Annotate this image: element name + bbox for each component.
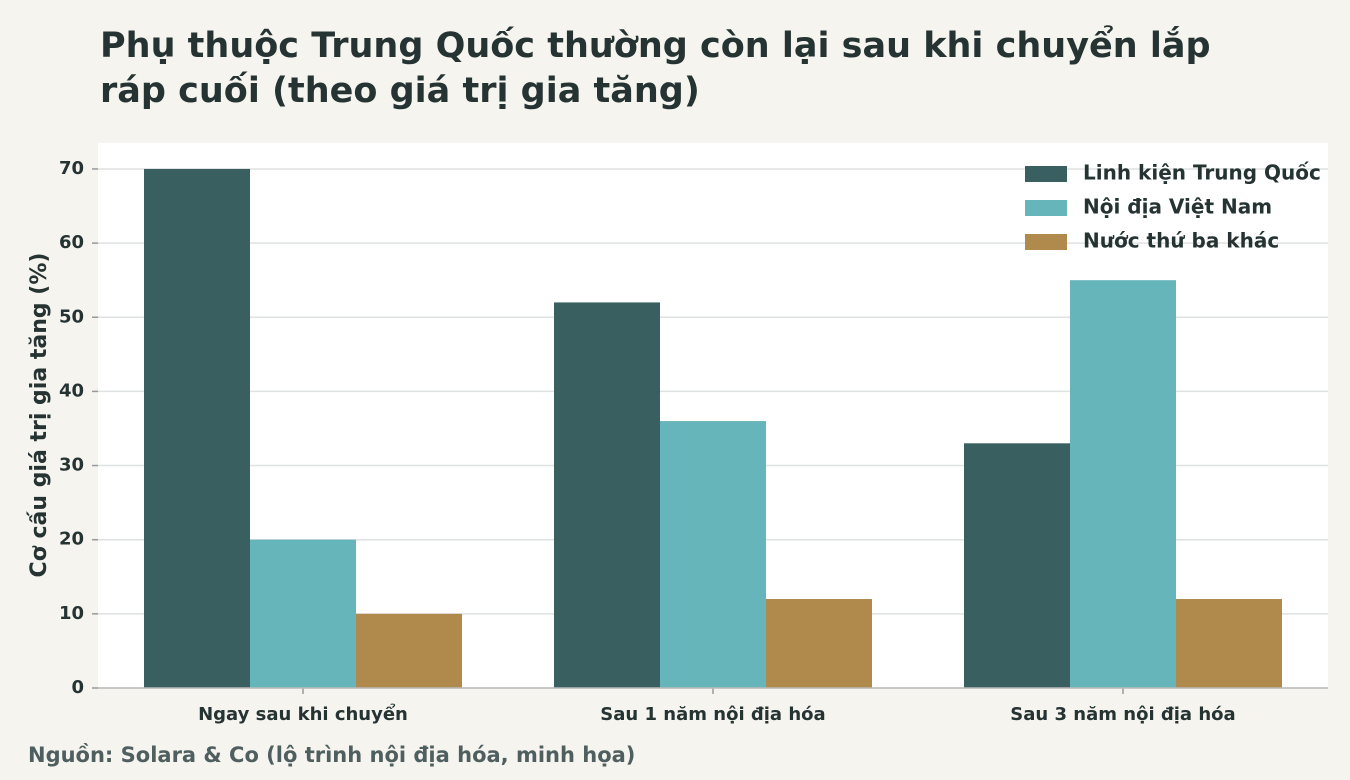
legend-label: Nội địa Việt Nam: [1083, 195, 1272, 219]
legend-swatch: [1025, 200, 1067, 216]
y-tick-label: 20: [59, 529, 84, 550]
x-tick-label: Sau 3 năm nội địa hóa: [1010, 704, 1235, 725]
legend-label: Nước thứ ba khác: [1083, 229, 1279, 253]
y-tick-label: 60: [59, 232, 84, 253]
source-note: Nguồn: Solara & Co (lộ trình nội địa hóa…: [28, 743, 635, 767]
x-tick-label: Ngay sau khi chuyển: [198, 703, 408, 725]
y-tick-label: 50: [59, 306, 84, 327]
y-tick-label: 0: [71, 677, 84, 698]
bar: [554, 302, 660, 688]
bar: [660, 421, 766, 688]
bar: [1070, 280, 1176, 688]
y-tick-label: 10: [59, 603, 84, 624]
bar: [964, 443, 1070, 688]
y-axis-label: Cơ cấu giá trị gia tăng (%): [27, 253, 52, 578]
legend-label: Linh kiện Trung Quốc: [1083, 161, 1321, 185]
y-tick-label: 70: [59, 158, 84, 179]
chart-title: Phụ thuộc Trung Quốc thường còn lại sau …: [100, 26, 1211, 111]
bar: [144, 168, 250, 688]
bar: [1176, 599, 1282, 688]
legend-swatch: [1025, 234, 1067, 250]
bar: [250, 539, 356, 688]
bar: [766, 599, 872, 688]
legend-swatch: [1025, 166, 1067, 182]
x-tick-label: Sau 1 năm nội địa hóa: [600, 704, 825, 725]
bar: [356, 613, 462, 688]
y-tick-label: 30: [59, 455, 84, 476]
y-tick-label: 40: [59, 380, 84, 401]
